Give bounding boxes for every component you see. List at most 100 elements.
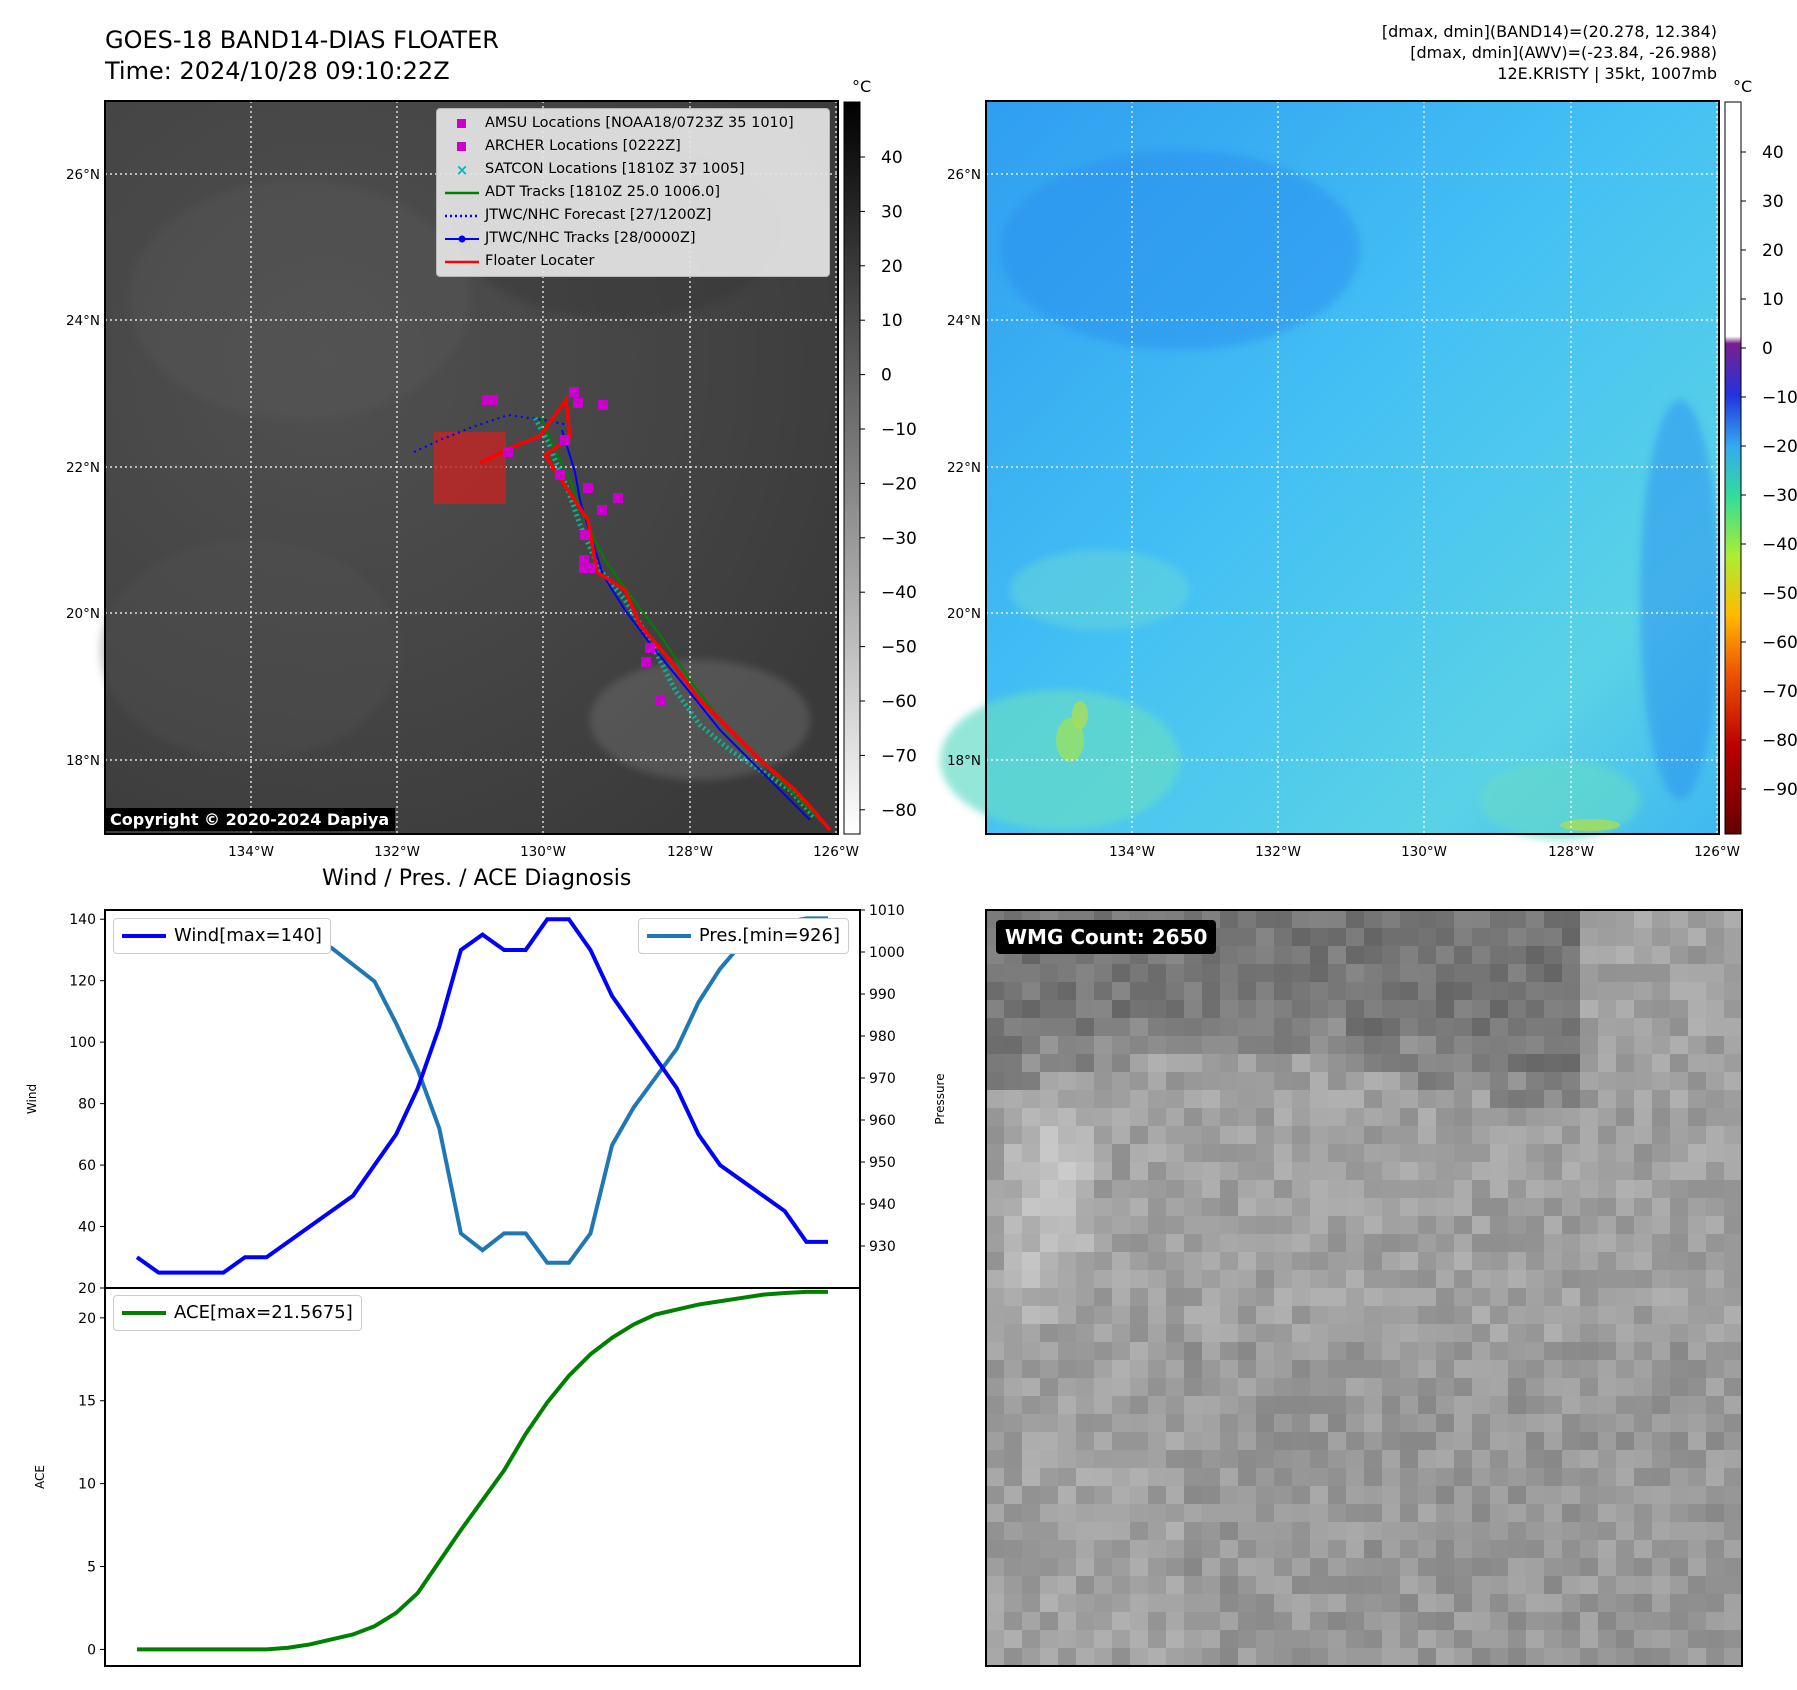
meta-line-2: [dmax, dmin](AWV)=(-23.84, -26.988) (1410, 43, 1717, 62)
meta-line-3: 12E.KRISTY | 35kt, 1007mb (1497, 64, 1717, 83)
amsu-point (560, 435, 570, 445)
legend-symbol-x: × (445, 158, 479, 181)
color-colorbar-tick: −60 (1762, 633, 1797, 653)
wv-map-lon-tick: 130°W (1401, 844, 1447, 860)
map-legend-item: ARCHER Locations [0222Z] (437, 135, 829, 158)
map-legend-item: Floater Locater (437, 250, 829, 273)
amsu-point (583, 483, 593, 493)
color-colorbar-unit: °C (1733, 77, 1753, 96)
color-colorbar-tick: −70 (1762, 682, 1797, 702)
wind-axis-tick: 40 (78, 1220, 96, 1236)
gray-colorbar-tick: −70 (881, 746, 917, 766)
wind-axis-label: Wind (25, 1084, 39, 1114)
pressure-axis-tick: 980 (869, 1029, 896, 1045)
amsu-point (641, 657, 651, 667)
wind-axis-tick: 140 (69, 912, 96, 928)
pressure-axis-tick: 960 (869, 1113, 896, 1129)
wind-series-line (135, 917, 828, 1275)
pressure-axis-label: Pressure (933, 1073, 947, 1124)
amsu-point (488, 395, 498, 405)
map-legend-item: AMSU Locations [NOAA18/0723Z 35 1010] (437, 112, 829, 135)
color-colorbar-tick: 40 (1762, 143, 1784, 163)
gray-colorbar-tick: 0 (881, 366, 892, 386)
ace-legend-label: ACE[max=21.5675] (174, 1302, 353, 1323)
color-colorbar-tick: 10 (1762, 290, 1784, 310)
ir-map-lat-tick: 26°N (66, 167, 100, 183)
chart-title: Wind / Pres. / ACE Diagnosis (322, 866, 632, 891)
legend-symbol-square (445, 135, 479, 158)
legend-symbol-square (445, 112, 479, 135)
map-legend-label: ADT Tracks [1810Z 25.0 1006.0] (485, 184, 721, 200)
ace-axis-tick: 15 (78, 1394, 96, 1410)
color-colorbar-tick: −80 (1762, 731, 1797, 751)
color-colorbar-tick: 30 (1762, 192, 1784, 212)
wind-axis-tick: 80 (78, 1097, 96, 1113)
ir-map-lat-tick: 22°N (66, 460, 100, 476)
ace-chart: 0 5 10 15 20 ACE (33, 1287, 861, 1667)
wind-legend: Wind[max=140] (113, 918, 331, 954)
meta-line-1: [dmax, dmin](BAND14)=(20.278, 12.384) (1381, 22, 1717, 41)
amsu-point (585, 563, 595, 573)
legend-symbol-line-dot (445, 227, 479, 250)
copyright-badge: Copyright © 2020-2024 Dapiya (104, 808, 396, 831)
ace-axis-tick: 5 (87, 1560, 96, 1576)
wv-map-lon-tick: 134°W (1109, 844, 1155, 860)
wind-pressure-chart: 20 40 60 80 100 120 140 930 940 950 960 970 980 990 10… (25, 903, 947, 1297)
jtwc-track (561, 429, 811, 821)
pressure-legend-swatch (646, 934, 691, 938)
pressure-legend-label: Pres.[min=926] (698, 925, 840, 946)
wv-map-lat-tick: 26°N (947, 167, 981, 183)
color-colorbar-tick: −90 (1762, 780, 1797, 800)
ace-axis-tick: 10 (78, 1477, 96, 1493)
color-colorbar-tick: 20 (1762, 241, 1784, 261)
amsu-point (645, 643, 655, 653)
gray-colorbar-tick: −80 (881, 801, 917, 821)
legend-symbol-dotted (445, 204, 479, 227)
ace-legend-swatch (122, 1311, 166, 1315)
svg-text:×: × (456, 161, 469, 179)
map-legend-label: SATCON Locations [1810Z 37 1005] (485, 161, 745, 177)
amsu-point (569, 387, 579, 397)
ace-axis-tick: 20 (78, 1311, 96, 1327)
wv-map-lon-tick: 128°W (1548, 844, 1594, 860)
water-vapor-map: 134°W 132°W 130°W 128°W 126°W 26°N 24°N 22°N 20°… (940, 100, 1740, 860)
color-colorbar-tick: −40 (1762, 535, 1797, 555)
wind-axis-tick: 100 (69, 1035, 96, 1051)
wind-axis-tick: 120 (69, 974, 96, 990)
legend-symbol-line (445, 181, 479, 204)
amsu-point (597, 505, 607, 515)
gray-colorbar-tick: 30 (881, 202, 903, 222)
gray-colorbar-tick: 40 (881, 148, 903, 168)
color-colorbar-tick: −10 (1762, 388, 1797, 408)
gray-colorbar-tick: −20 (881, 474, 917, 494)
wind-legend-label: Wind[max=140] (174, 925, 322, 946)
ir-map-lon-tick: 126°W (813, 844, 859, 860)
wind-axis-tick: 20 (78, 1281, 96, 1297)
pressure-axis-tick: 970 (869, 1071, 896, 1087)
color-colorbar-tick: −20 (1762, 437, 1797, 457)
pressure-axis-tick: 990 (869, 987, 896, 1003)
gray-colorbar-tick: −30 (881, 529, 917, 549)
ir-map-lon-tick: 134°W (228, 844, 274, 860)
amsu-point (503, 447, 513, 457)
map-legend-item: JTWC/NHC Tracks [28/0000Z] (437, 227, 829, 250)
gray-colorbar-tick: 10 (881, 311, 903, 331)
ir-map-lon-tick: 128°W (667, 844, 713, 860)
legend-symbol-line (445, 250, 479, 273)
wv-map-lon-tick: 126°W (1694, 844, 1740, 860)
amsu-point (655, 695, 665, 705)
pressure-axis-tick: 1000 (869, 945, 905, 961)
floater-locater-track (479, 395, 832, 832)
wmg-count-badge: WMG Count: 2650 (996, 920, 1217, 954)
amsu-point (598, 400, 608, 410)
map-legend-label: AMSU Locations [NOAA18/0723Z 35 1010] (485, 115, 794, 131)
wmg-image (985, 909, 1743, 1667)
wv-map-lat-tick: 22°N (947, 460, 981, 476)
amsu-point (580, 530, 590, 540)
wind-axis-tick: 60 (78, 1158, 96, 1174)
amsu-point (555, 470, 565, 480)
pressure-axis-tick: 1010 (869, 903, 905, 919)
ace-axis-label: ACE (33, 1465, 47, 1489)
wv-map-lon-tick: 132°W (1255, 844, 1301, 860)
ir-map-lon-tick: 130°W (520, 844, 566, 860)
